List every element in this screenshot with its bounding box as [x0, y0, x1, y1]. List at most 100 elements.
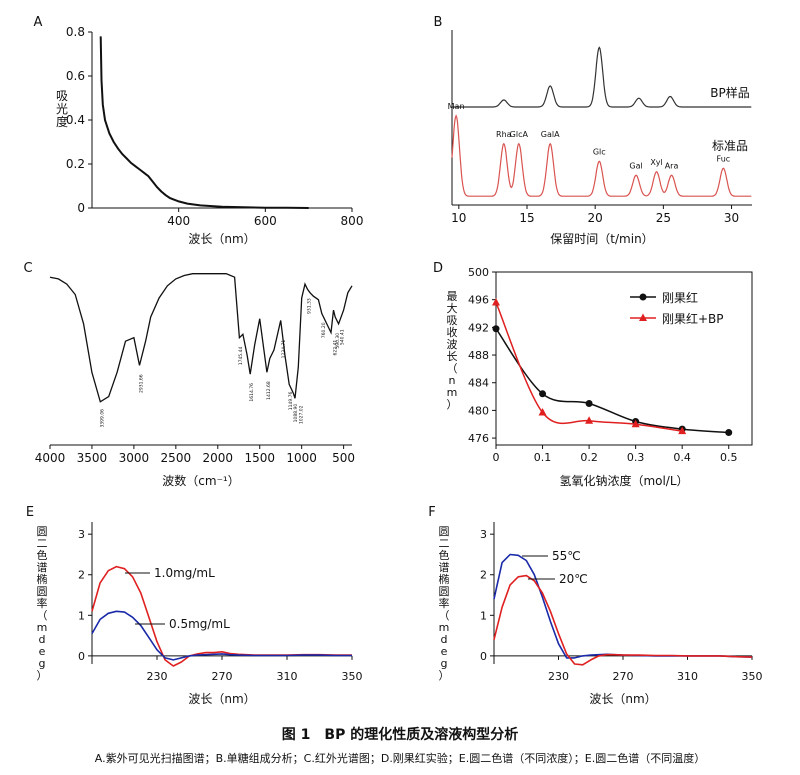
y-tick-label: 500	[468, 266, 489, 279]
y-tick-label: 0.4	[66, 113, 85, 127]
y-axis-label-char: m	[439, 621, 450, 634]
congo-red-line	[495, 328, 729, 434]
y-axis-label-char: （	[439, 609, 450, 622]
ir-peak-label: 760.20	[321, 322, 327, 338]
x-axis-label: 波长（nm）	[589, 692, 656, 706]
x-tick-label: 270	[613, 670, 634, 683]
y-tick-label: 0	[78, 650, 85, 663]
y-tick-label: 0	[480, 650, 487, 663]
series-callout-label: 1.0mg/mL	[154, 566, 215, 580]
ir-peak-label: 1149.76	[288, 392, 294, 411]
x-tick-label: 0	[493, 451, 500, 464]
x-tick-label: 3500	[77, 451, 108, 465]
x-tick-label: 310	[677, 670, 698, 683]
data-point	[725, 429, 733, 437]
x-tick-label: 0.1	[534, 451, 552, 464]
x-tick-label: 310	[277, 670, 298, 683]
x-tick-label: 10	[451, 211, 466, 225]
panel-label: A	[34, 15, 43, 30]
x-tick-label: 4000	[35, 451, 66, 465]
y-axis-label-char: 圆	[37, 585, 48, 598]
figure-caption: 图 1 BP 的理化性质及溶液构型分析	[281, 727, 519, 743]
data-point	[585, 416, 594, 424]
legend-label: 刚果红	[662, 290, 698, 305]
x-tick-label: 3000	[119, 451, 150, 465]
y-axis-label-char: d	[39, 633, 46, 646]
y-tick-label: 0.6	[66, 69, 85, 83]
ir-peak-label: 1088.90	[293, 404, 299, 423]
peak-label-gal: Gal	[629, 161, 642, 170]
y-axis-label-char: 色	[439, 548, 450, 562]
ir-peak-label: 3399.06	[99, 409, 105, 428]
x-axis-label: 波长（nm）	[188, 692, 255, 706]
congo-red-bp-line	[495, 302, 683, 432]
y-tick-label: 3	[78, 528, 85, 541]
y-axis-label-char: e	[441, 645, 448, 658]
x-tick-label: 1000	[286, 451, 317, 465]
ir-peak-label: 2931.66	[139, 374, 145, 393]
x-tick-label: 15	[519, 211, 534, 225]
ir-peak-label: 1234.71	[281, 340, 287, 359]
x-tick-label: 800	[341, 214, 364, 228]
x-tick-label: 2500	[161, 451, 192, 465]
y-axis-label-char: 椭	[439, 572, 450, 586]
panel-label: F	[428, 505, 435, 520]
y-axis-label-char: 长	[447, 350, 458, 363]
y-tick-label: 496	[468, 294, 489, 307]
series-callout-label: 55℃	[552, 549, 581, 563]
y-axis-label-char: 光	[56, 102, 68, 116]
ir-peak-label: 540.41	[339, 329, 345, 345]
panel-label: B	[434, 15, 443, 30]
y-tick-label: 2	[480, 569, 487, 582]
figure-subcaption: A.紫外可见光扫描图谱；B.单糖组成分析；C.红外光谱图；D.刚果红实验；E.圆…	[94, 752, 706, 765]
y-tick-label: 0.2	[66, 157, 85, 171]
x-tick-label: 0.5	[720, 451, 738, 464]
x-axis-label: 氢氧化钠浓度（mol/L）	[559, 473, 688, 488]
y-axis-label-char: g	[39, 657, 46, 670]
peak-label-glca: GlcA	[510, 130, 529, 139]
data-point	[631, 419, 640, 428]
ir-peak-label: 1745.44	[238, 347, 244, 366]
series-callout-label: 0.5mg/mL	[169, 617, 230, 631]
series-label-sample: BP样品	[710, 85, 749, 100]
y-axis-label-char: 二	[37, 537, 48, 550]
x-tick-label: 270	[212, 670, 233, 683]
y-tick-label: 476	[468, 432, 489, 445]
y-axis-label-char: ）	[439, 669, 450, 682]
cd-series-line	[91, 610, 352, 661]
x-tick-label: 30	[724, 211, 739, 225]
y-axis-label-char: 最	[447, 290, 458, 303]
x-tick-label: 350	[342, 670, 363, 683]
y-axis-label-char: （	[447, 362, 458, 375]
y-tick-label: 0	[77, 201, 85, 215]
peak-label-glc: Glc	[593, 147, 606, 156]
cd-series-line	[493, 574, 753, 666]
x-tick-label: 600	[254, 214, 277, 228]
plot-frame	[495, 271, 753, 446]
x-tick-label: 500	[332, 451, 355, 465]
y-axis-label-char: 率	[439, 596, 450, 610]
x-tick-label: 350	[742, 670, 763, 683]
peak-label-fuc: Fuc	[717, 154, 731, 163]
ir-peak-label: 931.33	[306, 298, 312, 314]
x-tick-label: 1500	[244, 451, 275, 465]
y-tick-label: 0.8	[66, 25, 85, 39]
y-axis-label-char: 色	[37, 548, 48, 562]
y-axis-label-char: m	[447, 386, 458, 399]
y-axis-label-char: 圆	[439, 585, 450, 598]
y-tick-label: 2	[78, 569, 85, 582]
legend-label: 刚果红+BP	[662, 311, 724, 326]
y-tick-label: 484	[468, 377, 489, 390]
x-axis-label: 保留时间（t/min）	[550, 232, 653, 246]
y-axis-label-char: 谱	[37, 560, 48, 574]
data-point	[538, 407, 547, 416]
ir-peak-label: 622.41	[332, 340, 338, 356]
x-axis-label: 波长（nm）	[188, 232, 255, 246]
y-axis-label-char: 吸	[447, 314, 458, 327]
y-axis-label-char: （	[37, 609, 48, 622]
uv-curve	[99, 36, 309, 209]
y-axis-label-char: 圆	[439, 525, 450, 538]
series-label-standard: 标准品	[712, 139, 748, 153]
y-tick-label: 488	[468, 349, 489, 362]
